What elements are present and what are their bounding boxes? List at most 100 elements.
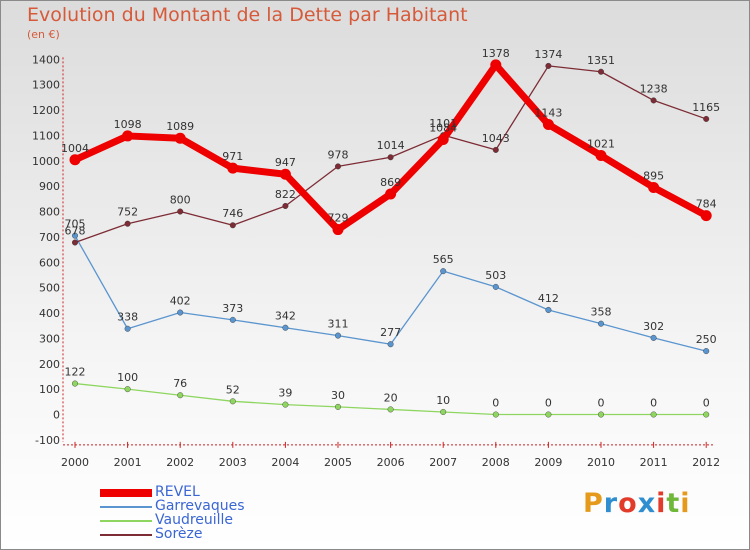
y-tick-label: 400 xyxy=(39,307,60,320)
data-label-vaudreuille: 0 xyxy=(492,397,499,410)
data-label-garrevaques: 565 xyxy=(433,253,454,266)
data-label-garrevaques: 302 xyxy=(643,320,664,333)
data-point-revel xyxy=(227,162,239,174)
data-point-garrevaques xyxy=(335,332,342,339)
y-tick-label: 100 xyxy=(39,383,60,396)
legend-swatch-revel xyxy=(100,489,152,497)
data-label-revel: 1084 xyxy=(429,121,457,134)
data-label-revel: 729 xyxy=(328,212,349,225)
data-label-vaudreuille: 10 xyxy=(436,394,450,407)
data-point-vaudreuille xyxy=(335,403,342,410)
y-tick-label: 0 xyxy=(53,409,60,422)
y-tick-label: 300 xyxy=(39,332,60,345)
data-point-revel xyxy=(648,181,660,193)
x-tick-label: 2011 xyxy=(640,456,668,469)
data-label-revel: 869 xyxy=(380,176,401,189)
data-label-sorze: 978 xyxy=(328,148,349,161)
data-point-vaudreuille xyxy=(703,411,710,418)
data-point-revel xyxy=(122,130,134,142)
data-label-sorze: 678 xyxy=(65,224,86,237)
data-label-vaudreuille: 52 xyxy=(226,383,240,396)
y-tick-label: 500 xyxy=(39,282,60,295)
data-label-sorze: 746 xyxy=(222,207,243,220)
x-tick-label: 2000 xyxy=(61,456,89,469)
data-label-sorze: 1351 xyxy=(587,54,615,67)
data-label-revel: 1378 xyxy=(482,47,510,60)
data-point-sorze xyxy=(492,146,499,153)
data-label-sorze: 822 xyxy=(275,188,296,201)
data-label-revel: 1004 xyxy=(61,142,89,155)
data-label-sorze: 752 xyxy=(117,206,138,219)
data-point-revel xyxy=(385,188,397,200)
x-tick-label: 2008 xyxy=(482,456,510,469)
data-point-vaudreuille xyxy=(545,411,552,418)
data-point-garrevaques xyxy=(703,348,710,355)
data-label-vaudreuille: 39 xyxy=(278,387,292,400)
data-point-vaudreuille xyxy=(440,408,447,415)
legend-item-garrevaques: Garrevaques xyxy=(100,498,360,514)
data-point-vaudreuille xyxy=(387,406,394,413)
x-tick-label: 2005 xyxy=(324,456,352,469)
y-tick-label: 1400 xyxy=(32,53,60,66)
data-label-vaudreuille: 0 xyxy=(650,397,657,410)
data-point-garrevaques xyxy=(650,334,657,341)
x-tick-label: 2010 xyxy=(587,456,615,469)
data-point-garrevaques xyxy=(229,316,236,323)
x-tick-label: 2009 xyxy=(534,456,562,469)
data-point-vaudreuille xyxy=(650,411,657,418)
chart-title: Evolution du Montant de la Dette par Hab… xyxy=(27,4,468,26)
data-label-garrevaques: 373 xyxy=(222,302,243,315)
data-point-garrevaques xyxy=(387,341,394,348)
data-label-sorze: 1238 xyxy=(640,82,668,95)
data-label-vaudreuille: 76 xyxy=(173,377,187,390)
data-label-garrevaques: 402 xyxy=(170,295,191,308)
x-tick-label: 2007 xyxy=(429,456,457,469)
x-tick-label: 2012 xyxy=(692,456,720,469)
data-label-revel: 895 xyxy=(643,169,664,182)
y-tick-label: 1100 xyxy=(32,129,60,142)
x-tick-label: 2006 xyxy=(377,456,405,469)
data-label-vaudreuille: 0 xyxy=(703,397,710,410)
data-point-garrevaques xyxy=(545,306,552,313)
data-label-revel: 971 xyxy=(222,150,243,163)
data-point-garrevaques xyxy=(598,320,605,327)
data-label-revel: 784 xyxy=(696,198,717,211)
chart-subtitle: (en €) xyxy=(27,28,60,41)
data-point-revel xyxy=(490,59,502,71)
data-label-revel: 1143 xyxy=(534,107,562,120)
data-point-sorze xyxy=(598,68,605,75)
data-point-garrevaques xyxy=(71,232,78,239)
data-label-garrevaques: 412 xyxy=(538,292,559,305)
series-line-sorze xyxy=(74,65,707,244)
legend-label: Garrevaques xyxy=(155,498,245,514)
data-label-vaudreuille: 20 xyxy=(384,391,398,404)
data-point-sorze xyxy=(229,222,236,229)
legend-item-vaudreuille: Vaudreuille xyxy=(100,512,360,528)
data-point-revel xyxy=(69,154,81,166)
data-label-revel: 1089 xyxy=(166,120,194,133)
data-label-sorze: 1043 xyxy=(482,132,510,145)
data-point-sorze xyxy=(387,154,394,161)
data-point-garrevaques xyxy=(282,324,289,331)
data-point-sorze xyxy=(335,163,342,170)
data-label-garrevaques: 338 xyxy=(117,311,138,324)
y-tick-label: 900 xyxy=(39,180,60,193)
legend-swatch-garrevaques xyxy=(100,506,152,508)
data-point-revel xyxy=(595,149,607,161)
data-label-garrevaques: 503 xyxy=(485,269,506,282)
x-tick-label: 2003 xyxy=(219,456,247,469)
data-point-revel xyxy=(700,210,712,222)
data-label-garrevaques: 358 xyxy=(591,306,612,319)
data-label-sorze: 1165 xyxy=(692,101,720,114)
data-label-vaudreuille: 0 xyxy=(545,397,552,410)
data-label-vaudreuille: 0 xyxy=(598,397,605,410)
data-label-garrevaques: 250 xyxy=(696,333,717,346)
data-point-sorze xyxy=(71,239,78,246)
y-tick-label: -100 xyxy=(35,434,60,447)
data-point-revel xyxy=(542,119,554,131)
data-label-revel: 1021 xyxy=(587,137,615,150)
x-tick-label: 2002 xyxy=(166,456,194,469)
data-point-vaudreuille xyxy=(282,401,289,408)
data-label-sorze: 1101 xyxy=(429,117,457,130)
data-label-garrevaques: 311 xyxy=(328,318,349,331)
